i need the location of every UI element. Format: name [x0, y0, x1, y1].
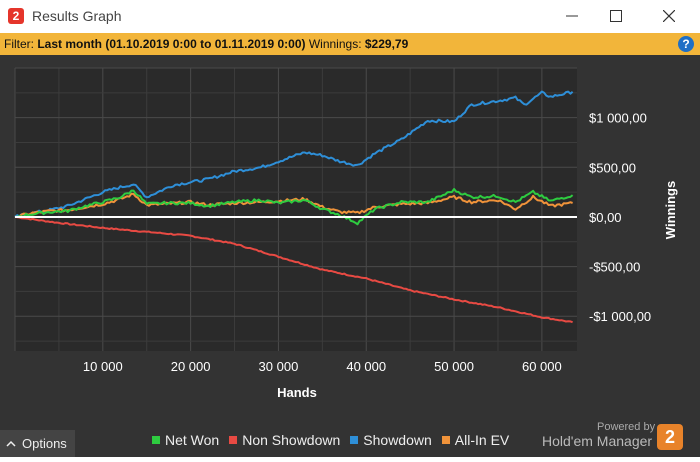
hm2-brand-logo-icon: 2: [657, 424, 683, 450]
legend-swatch: [229, 436, 238, 444]
options-label: Options: [22, 436, 67, 451]
winnings-label: Winnings:: [308, 37, 362, 51]
y-tick-labels: $1 000,00 $500,00 $0,00 -$500,00 -$1 000,00: [589, 111, 651, 325]
x-tick-label: 50 000: [434, 359, 474, 374]
results-chart: 10 000 20 000 30 000 40 000 50 000 60 000 $1 …: [14, 67, 678, 400]
legend-label: Net Won: [165, 432, 220, 448]
legend-item-showdown[interactable]: Showdown: [350, 432, 432, 448]
series-line-showdown: [14, 90, 574, 218]
powered-by-text: Powered by: [597, 421, 656, 433]
legend-item-non-showdown[interactable]: Non Showdown: [229, 432, 340, 448]
maximize-button[interactable]: [598, 4, 634, 28]
legend-item-net-won[interactable]: Net Won: [152, 432, 219, 448]
y-tick-label: $1 000,00: [589, 111, 647, 126]
x-tick-label: 60 000: [522, 359, 562, 374]
legend-label: All-In EV: [454, 432, 510, 448]
chevron-up-icon: [6, 440, 16, 447]
x-tick-label: 40 000: [346, 359, 386, 374]
options-button[interactable]: Options: [0, 430, 75, 457]
legend-swatch: [350, 436, 359, 444]
series-line-non-showdown: [14, 215, 573, 324]
y-tick-label: $500,00: [589, 160, 636, 175]
product-name: Hold'em Manager: [542, 433, 653, 449]
question-icon[interactable]: ?: [678, 36, 694, 52]
filter-bar[interactable]: Filter: Last month (01.10.2019 0:00 to 0…: [0, 33, 700, 55]
close-button[interactable]: [651, 4, 687, 28]
winnings-value: $229,79: [364, 37, 409, 51]
y-axis-label: Winnings: [663, 181, 678, 239]
legend-label: Showdown: [363, 432, 432, 448]
title-bar: 2 Results Graph: [0, 0, 700, 33]
x-axis-label: Hands: [277, 385, 317, 400]
minimize-button[interactable]: [554, 4, 590, 28]
y-tick-label: -$1 000,00: [589, 309, 651, 324]
graph-area: 10 000 20 000 30 000 40 000 50 000 60 000 $1 …: [0, 55, 700, 457]
legend-swatch: [441, 436, 450, 444]
legend-item-all-in-ev[interactable]: All-In EV: [441, 432, 510, 448]
x-tick-labels: 10 000 20 000 30 000 40 000 50 000 60 000: [83, 359, 562, 374]
y-tick-label: $0,00: [589, 210, 622, 225]
hm2-logo-icon: 2: [8, 8, 24, 24]
x-tick-label: 30 000: [259, 359, 299, 374]
filter-value: Last month (01.10.2019 0:00 to 01.11.201…: [37, 37, 306, 51]
plot-background: [15, 68, 577, 351]
legend-swatch: [152, 436, 160, 444]
y-tick-label: -$500,00: [589, 260, 640, 275]
chart-legend: Net Won Non Showdown Showdown All-In EV: [152, 432, 509, 448]
filter-label: Filter:: [4, 37, 34, 51]
series-line-net-won: [14, 188, 574, 226]
x-tick-label: 20 000: [171, 359, 211, 374]
series-line-all-in-ev: [14, 192, 573, 218]
maximize-icon: [610, 10, 622, 22]
legend-label: Non Showdown: [242, 432, 341, 448]
close-icon: [663, 10, 675, 22]
series-layer: [14, 90, 574, 324]
minimize-icon: [566, 15, 578, 17]
x-tick-label: 10 000: [83, 359, 123, 374]
window-title: Results Graph: [32, 8, 122, 24]
